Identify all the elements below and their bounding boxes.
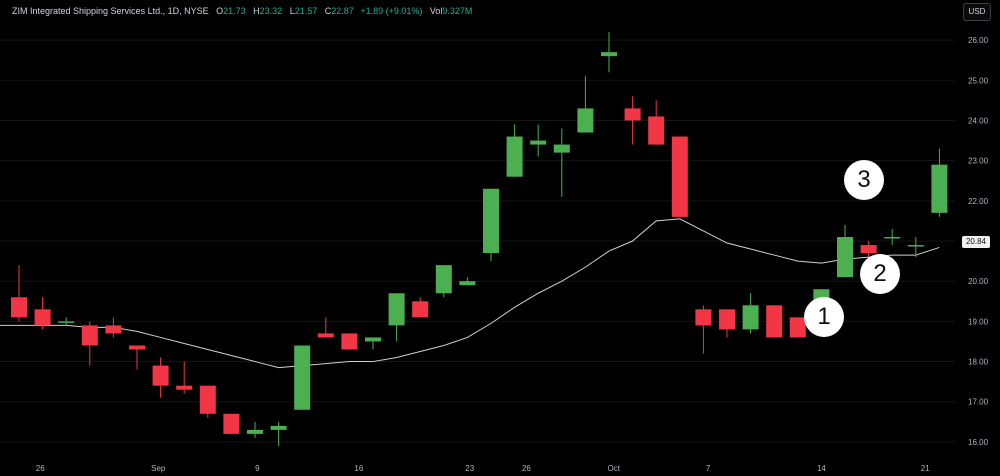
candle-up xyxy=(553,144,570,153)
candle-down xyxy=(81,325,98,346)
price-tick-label: 17.00 xyxy=(968,398,989,407)
candle-down xyxy=(11,297,27,318)
candle-up xyxy=(483,188,499,254)
candle-down xyxy=(719,309,735,330)
currency-button[interactable]: USD xyxy=(963,3,991,21)
candle-down xyxy=(624,108,641,121)
price-tick-label: 22.00 xyxy=(968,197,989,206)
candle-down xyxy=(412,301,429,318)
candle-down xyxy=(34,309,51,326)
candle-down xyxy=(129,345,145,350)
candle-up xyxy=(884,236,901,239)
price-tick-label: 20.00 xyxy=(968,277,989,286)
time-tick-label: 14 xyxy=(817,464,826,473)
open-label: O xyxy=(216,6,224,16)
candle-down xyxy=(223,413,240,434)
candle-up xyxy=(931,164,948,213)
symbol-legend: ZIM Integrated Shipping Services Ltd., 1… xyxy=(12,6,472,16)
price-tick-label: 18.00 xyxy=(968,358,989,367)
candle-down xyxy=(105,325,122,334)
candle-down xyxy=(317,333,334,338)
candle-up xyxy=(577,108,594,133)
volume-label: Vol xyxy=(429,6,443,16)
change-value: +1.89 (+9.01%) xyxy=(360,6,423,16)
price-tick-label: 23.00 xyxy=(968,157,989,166)
time-tick-label: 23 xyxy=(465,464,474,473)
time-tick-label: 21 xyxy=(921,464,930,473)
candle-down xyxy=(695,309,712,326)
candle-down xyxy=(176,385,193,390)
close-value: 22.87 xyxy=(331,6,354,16)
candle-down xyxy=(860,245,877,254)
volume-value: 9.327M xyxy=(442,6,473,16)
time-tick-label: 7 xyxy=(706,464,711,473)
price-tick-label: 26.00 xyxy=(968,36,989,45)
candle-up xyxy=(907,245,924,247)
time-tick-label: 26 xyxy=(522,464,531,473)
high-label: H xyxy=(253,6,260,16)
candle-down xyxy=(789,317,806,338)
marker-3: 3 xyxy=(844,160,884,200)
candle-down xyxy=(648,116,665,145)
time-tick-label: 16 xyxy=(354,464,363,473)
time-tick-label: 9 xyxy=(255,464,260,473)
price-tick-label: 19.00 xyxy=(968,317,989,326)
candle-up xyxy=(270,425,287,430)
marker-2: 2 xyxy=(860,254,900,294)
time-axis[interactable]: 26 Sep 9 16 23 26 Oct 7 14 21 xyxy=(36,464,930,473)
candle-up xyxy=(294,345,311,410)
last-price-tag: 20.84 xyxy=(962,236,990,248)
candle-up xyxy=(601,52,617,57)
price-tick-label: 25.00 xyxy=(968,76,989,85)
candle-up xyxy=(742,305,759,330)
candle-down xyxy=(152,365,169,386)
candles-layer xyxy=(11,32,948,446)
candle-up xyxy=(388,293,405,326)
candle-up xyxy=(837,236,853,278)
marker-1: 1 xyxy=(804,297,844,337)
candle-down xyxy=(199,385,216,414)
time-tick-label: Oct xyxy=(607,464,620,473)
candle-down xyxy=(671,136,688,217)
candle-up xyxy=(530,140,547,145)
candle-up xyxy=(459,281,476,286)
low-value: 21.57 xyxy=(294,6,318,16)
close-label: C xyxy=(324,6,332,16)
time-tick-label: 26 xyxy=(36,464,45,473)
price-tick-label: 16.00 xyxy=(968,438,989,447)
candle-up xyxy=(365,337,381,342)
time-tick-label: Sep xyxy=(151,464,166,473)
candle-up xyxy=(435,265,452,294)
candle-up xyxy=(247,429,263,434)
candle-down xyxy=(341,333,358,350)
symbol-title: ZIM Integrated Shipping Services Ltd., 1… xyxy=(12,6,209,16)
candle-up xyxy=(506,136,523,177)
open-value: 21.73 xyxy=(223,6,246,16)
candle-up xyxy=(58,321,75,323)
chart-grid xyxy=(0,39,955,443)
moving-average-line xyxy=(0,218,940,369)
high-value: 23.32 xyxy=(259,6,283,16)
candle-down xyxy=(766,305,783,338)
moving-average-path xyxy=(0,218,940,369)
price-tick-label: 24.00 xyxy=(968,116,989,125)
low-label: L xyxy=(289,6,295,16)
